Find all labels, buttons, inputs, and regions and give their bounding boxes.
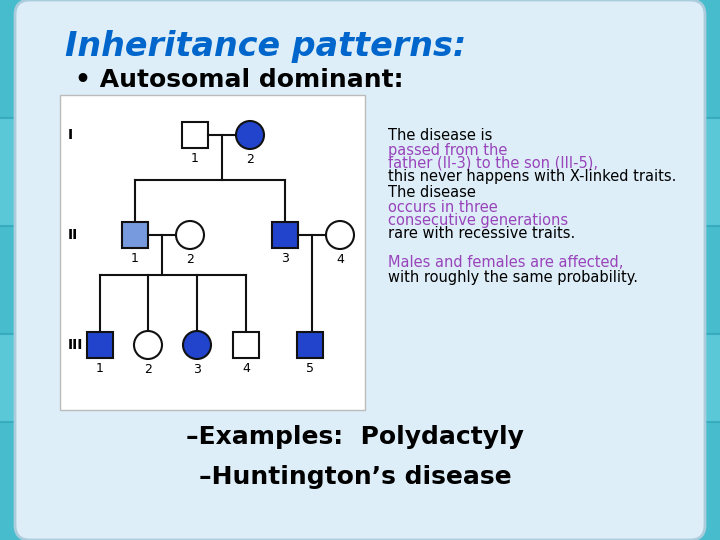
- FancyBboxPatch shape: [60, 95, 365, 410]
- Circle shape: [236, 121, 264, 149]
- Circle shape: [183, 331, 211, 359]
- Text: –Huntington’s disease: –Huntington’s disease: [199, 465, 511, 489]
- Text: The disease: The disease: [388, 185, 480, 200]
- Bar: [122, 222, 148, 248]
- Text: 5: 5: [306, 362, 314, 375]
- Text: 2: 2: [246, 153, 254, 166]
- Circle shape: [326, 221, 354, 249]
- Text: rare with recessive traits.: rare with recessive traits.: [388, 226, 575, 241]
- Text: 3: 3: [281, 252, 289, 265]
- Circle shape: [176, 221, 204, 249]
- Text: passed from the: passed from the: [388, 143, 508, 158]
- Text: 1: 1: [191, 152, 199, 165]
- Text: consecutive generations: consecutive generations: [388, 213, 568, 228]
- FancyBboxPatch shape: [637, 422, 720, 540]
- Text: 4: 4: [336, 253, 344, 266]
- FancyBboxPatch shape: [691, 226, 720, 334]
- Text: 1: 1: [131, 252, 139, 265]
- Text: 3: 3: [193, 363, 201, 376]
- Text: 4: 4: [242, 362, 250, 375]
- Bar: [233, 332, 259, 358]
- Text: –Examples:  Polydactyly: –Examples: Polydactyly: [186, 425, 524, 449]
- FancyBboxPatch shape: [0, 422, 83, 540]
- FancyBboxPatch shape: [0, 0, 83, 118]
- Text: this never happens with X-linked traits.: this never happens with X-linked traits.: [388, 169, 676, 184]
- Text: • Autosomal dominant:: • Autosomal dominant:: [75, 68, 403, 92]
- FancyBboxPatch shape: [0, 226, 29, 334]
- Bar: [182, 122, 208, 148]
- Circle shape: [134, 331, 162, 359]
- Text: father (II-3) to the son (III-5),: father (II-3) to the son (III-5),: [388, 156, 598, 171]
- Text: 2: 2: [186, 253, 194, 266]
- Text: I: I: [68, 128, 73, 142]
- Text: occurs in three: occurs in three: [388, 200, 498, 215]
- Text: III: III: [68, 338, 84, 352]
- FancyBboxPatch shape: [637, 0, 720, 118]
- Text: with roughly the same probability.: with roughly the same probability.: [388, 270, 638, 285]
- Bar: [297, 332, 323, 358]
- Text: 1: 1: [96, 362, 104, 375]
- Bar: [87, 332, 113, 358]
- Text: The disease is: The disease is: [388, 128, 497, 143]
- Text: 2: 2: [144, 363, 152, 376]
- FancyBboxPatch shape: [15, 0, 705, 540]
- Text: Inheritance patterns:: Inheritance patterns:: [65, 30, 467, 63]
- Text: Males and females are affected,: Males and females are affected,: [388, 255, 624, 270]
- Text: II: II: [68, 228, 78, 242]
- Bar: [272, 222, 298, 248]
